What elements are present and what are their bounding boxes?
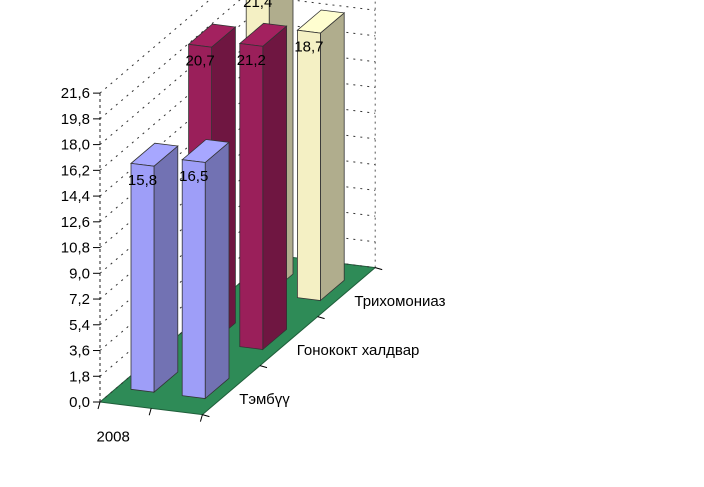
- series-label: Тэмбүү: [239, 391, 290, 408]
- y-tick-label: 10,8: [61, 240, 90, 257]
- depth-tick: [317, 316, 325, 320]
- y-tick-label: 9,0: [69, 265, 90, 282]
- bar: [130, 162, 155, 393]
- bar-side: [153, 145, 179, 394]
- x-category-label: 2008: [97, 428, 130, 445]
- x-tick: [199, 414, 203, 422]
- gridline: [99, 0, 376, 145]
- bar-side: [204, 141, 230, 400]
- data-label: 21,2: [237, 52, 266, 69]
- y-tick-label: 7,2: [69, 291, 90, 308]
- bar: [296, 29, 321, 301]
- depth-tick: [259, 365, 268, 369]
- bar: [239, 43, 264, 350]
- depth-tick: [202, 414, 210, 418]
- x-tick: [97, 401, 101, 410]
- series-label: Гонококт халдвар: [297, 342, 420, 359]
- y-tick-label: 0,0: [69, 394, 90, 411]
- data-label: 15,8: [128, 172, 157, 189]
- y-tick-label: 3,6: [69, 343, 90, 360]
- data-label: 20,7: [186, 53, 215, 70]
- y-tick-label: 18,0: [61, 137, 90, 154]
- y-tick-label: 14,4: [61, 188, 90, 205]
- bar-side: [262, 25, 288, 351]
- y-tick-label: 19,8: [61, 111, 90, 128]
- y-tick-label: 1,8: [69, 368, 90, 385]
- data-label: 18,7: [294, 39, 323, 56]
- series-label: Трихомониаз: [354, 293, 445, 310]
- data-label: 21,4: [243, 0, 272, 11]
- bar: [181, 159, 206, 399]
- y-tick-label: 12,6: [61, 214, 90, 231]
- data-label: 16,5: [179, 168, 208, 185]
- y-tick-label: 21,6: [61, 85, 90, 102]
- x-tick: [148, 408, 152, 416]
- bar-side: [319, 12, 345, 302]
- depth-tick: [375, 267, 383, 271]
- y-tick-label: 16,2: [61, 162, 90, 179]
- y-tick-label: 5,4: [69, 317, 90, 334]
